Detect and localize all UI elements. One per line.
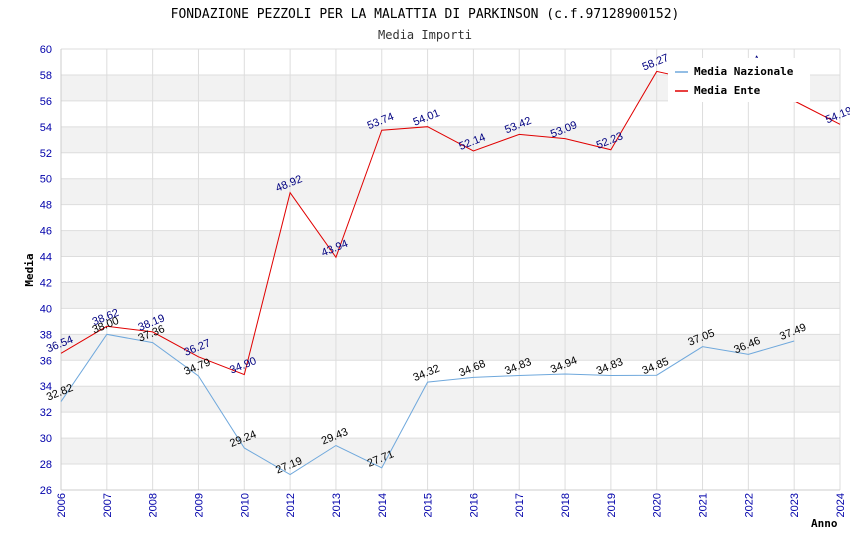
x-tick-label: 2009: [193, 493, 205, 517]
x-tick-label: 2008: [148, 493, 160, 517]
y-tick-label: 32: [40, 407, 52, 419]
grid-bands: [61, 49, 840, 490]
y-tick-label: 42: [40, 277, 52, 289]
x-tick-label: 2023: [789, 493, 801, 517]
grid-band: [61, 100, 840, 127]
grid-band: [61, 438, 840, 465]
legend-label-media-nazionale: Media Nazionale: [694, 65, 794, 78]
legend-label-media-ente: Media Ente: [694, 84, 761, 97]
y-tick-label: 56: [40, 96, 52, 108]
x-tick-label: 2020: [652, 493, 664, 517]
x-tick-label: 2015: [423, 493, 435, 517]
y-tick-label: 36: [40, 355, 52, 367]
x-tick-label: 2018: [560, 493, 572, 517]
grid-band: [61, 412, 840, 439]
x-tick-label: 2012: [285, 493, 297, 517]
x-tick-label: 2016: [468, 493, 480, 517]
y-tick-label: 46: [40, 226, 52, 238]
x-tick-label: 2021: [698, 493, 710, 517]
y-tick-label: 30: [40, 433, 52, 445]
grid-band: [61, 282, 840, 309]
y-tick-label: 28: [40, 459, 52, 471]
x-tick-label: 2006: [56, 493, 68, 517]
y-tick-label: 50: [40, 174, 52, 186]
x-tick-label: 2007: [102, 493, 114, 517]
grid-band: [61, 464, 840, 490]
grid-band: [61, 386, 840, 413]
grid-band: [61, 308, 840, 335]
y-tick-label: 34: [40, 381, 52, 393]
grid-band: [61, 334, 840, 361]
y-tick-label: 44: [40, 252, 52, 264]
y-tick-label: 58: [40, 70, 52, 82]
x-axis-label: Anno: [811, 517, 838, 530]
grid-band: [61, 230, 840, 257]
x-axis-ticks: 2006 2007 2008 2009 2010 2012 2013 2014 2015 2016…: [56, 493, 847, 517]
grid-band: [61, 126, 840, 153]
y-tick-label: 26: [40, 485, 52, 497]
y-tick-label: 60: [40, 44, 52, 56]
y-axis-ticks: 26 28 30 32 34 36 38 40 42 44 46 48 50 52 54 56 58 60: [40, 44, 52, 497]
y-tick-label: 54: [40, 122, 52, 134]
grid-band: [61, 178, 840, 205]
grid-band: [61, 256, 840, 283]
x-tick-label: 2017: [514, 493, 526, 517]
legend: Media Nazionale Media Ente: [668, 58, 810, 102]
chart-subtitle: Media Importi: [378, 28, 472, 42]
legend-background: [668, 58, 810, 102]
x-tick-label: 2022: [743, 493, 755, 517]
y-tick-label: 52: [40, 148, 52, 160]
chart-title: FONDAZIONE PEZZOLI PER LA MALATTIA DI PA…: [171, 7, 680, 22]
y-tick-label: 48: [40, 200, 52, 212]
x-tick-label: 2019: [606, 493, 618, 517]
x-tick-label: 2024: [835, 493, 847, 517]
x-tick-label: 2014: [377, 493, 389, 517]
series-line-media-nazionale: [60, 333, 795, 476]
grid-band: [61, 204, 840, 231]
y-axis-label: Media: [23, 253, 36, 286]
grid-band: [61, 360, 840, 387]
grid-band: [61, 152, 840, 179]
y-tick-label: 38: [40, 329, 52, 341]
y-tick-label: 40: [40, 303, 52, 315]
x-tick-label: 2010: [239, 493, 251, 517]
x-tick-label: 2013: [331, 493, 343, 517]
